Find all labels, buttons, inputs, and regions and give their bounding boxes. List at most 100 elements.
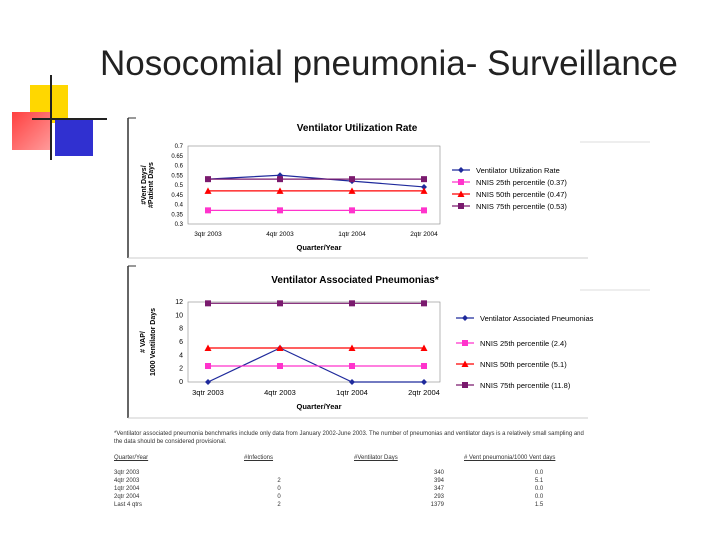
- chart-title: Ventilator Utilization Rate: [297, 123, 418, 134]
- y-axis-label: #Vent Days/: [141, 165, 148, 204]
- x-tick-label: 1qtr 2004: [336, 388, 368, 397]
- plot-area: [187, 145, 441, 225]
- x-axis-label: Quarter/Year: [296, 402, 341, 411]
- y-tick-label: 0.45: [171, 193, 183, 199]
- chart-footnote: *Ventilator associated pneumonia benchma…: [114, 431, 584, 445]
- table-header-row: Quarter/Year #Infections #Ventilator Day…: [114, 455, 584, 469]
- data-point: [349, 379, 355, 385]
- y-tick-label: 0.35: [171, 212, 183, 218]
- legend-label: NNIS 75th percentile (11.8): [480, 381, 571, 390]
- legend-label: NNIS 25th percentile (0.37): [476, 178, 567, 187]
- table-cell: 2: [277, 502, 281, 508]
- data-point: [276, 344, 284, 351]
- data-point: [421, 379, 427, 385]
- y-tick-label: 12: [175, 299, 183, 306]
- y-axis-label: 1000 Ventilator Days: [150, 308, 157, 376]
- legend-label: NNIS 50th percentile (0.47): [476, 190, 567, 199]
- data-point: [349, 363, 355, 369]
- data-point: [205, 363, 211, 369]
- x-tick-label: 2qtr 2004: [410, 231, 438, 238]
- data-point: [205, 379, 211, 385]
- y-tick-label: 6: [179, 339, 183, 346]
- legend-marker: [462, 340, 468, 346]
- table-header-cell: Quarter/Year: [114, 455, 149, 461]
- y-tick-label: 0.5: [175, 183, 184, 189]
- table-header-cell: #Ventilator Days: [354, 455, 398, 461]
- table-cell: 0.0: [534, 494, 544, 500]
- legend-marker: [461, 360, 469, 367]
- table-cell: 0.0: [534, 470, 544, 476]
- table-cell: 0.0: [534, 486, 544, 492]
- y-axis-label: # VAP/: [140, 331, 147, 353]
- decor-horizontal-line: [32, 118, 107, 120]
- legend-marker: [462, 382, 468, 388]
- data-point: [204, 344, 212, 351]
- table-cell: 2qtr 2004: [114, 494, 140, 500]
- x-tick-label: 2qtr 2004: [408, 388, 440, 397]
- data-point: [421, 300, 427, 307]
- decor-vertical-line: [50, 75, 52, 160]
- x-tick-label: 3qtr 2003: [194, 231, 222, 238]
- table-row: 3qtr 2003 340 0.0: [114, 469, 584, 477]
- y-tick-label: 0.6: [175, 164, 184, 170]
- table-header-cell: #Infections: [244, 455, 274, 461]
- series-line: [207, 347, 424, 383]
- legend-label: NNIS 75th percentile (0.53): [476, 202, 567, 211]
- x-tick-label: 4qtr 2003: [264, 388, 296, 397]
- table-cell: 5.1: [534, 478, 544, 484]
- y-tick-label: 0: [179, 379, 183, 386]
- table-row: 2qtr 2004 0 293 0.0: [114, 493, 584, 501]
- table-row: Last 4 qtrs 2 1379 1.5: [114, 501, 584, 509]
- legend-marker: [458, 167, 464, 173]
- table-cell: 2: [277, 478, 281, 484]
- data-point: [277, 363, 283, 369]
- x-tick-label: 3qtr 2003: [192, 388, 224, 397]
- legend-label: NNIS 25th percentile (2.4): [480, 339, 567, 348]
- table-cell: 1.5: [534, 502, 544, 508]
- legend-label: Ventilator Associated Pneumonias: [480, 314, 594, 323]
- decor-blue-square: [55, 118, 93, 156]
- data-point: [205, 207, 211, 214]
- table-cell: 1qtr 2004: [114, 486, 140, 492]
- table-cell: 0: [277, 494, 281, 500]
- data-point: [349, 300, 355, 307]
- legend-label: NNIS 50th percentile (5.1): [480, 360, 567, 369]
- legend-marker: [457, 190, 465, 197]
- table-cell: 0: [277, 486, 281, 492]
- table-cell: 1379: [430, 502, 444, 508]
- table-cell: 3qtr 2003: [114, 470, 140, 476]
- legend-label: Ventilator Utilization Rate: [476, 166, 560, 175]
- data-point: [421, 183, 427, 190]
- data-point: [421, 207, 427, 214]
- y-tick-label: 0.65: [171, 154, 183, 160]
- table-cell: 4qtr 2003: [114, 478, 140, 484]
- legend-marker: [458, 179, 464, 185]
- y-tick-label: 0.55: [171, 173, 183, 179]
- data-point: [421, 363, 427, 369]
- table-cell: 340: [433, 470, 444, 476]
- legend-marker: [458, 203, 464, 209]
- data-point: [349, 176, 355, 183]
- page-title: Nosocomial pneumonia- Surveillance: [100, 44, 678, 83]
- x-axis-label: Quarter/Year: [296, 243, 341, 252]
- table-row: 1qtr 2004 0 347 0.0: [114, 485, 584, 493]
- table-cell: 394: [433, 478, 444, 484]
- table-row: 4qtr 2003 2 394 5.1: [114, 477, 584, 485]
- x-tick-label: 4qtr 2003: [266, 231, 294, 238]
- data-point: [420, 344, 428, 351]
- data-point: [420, 187, 428, 194]
- table-cell: [244, 469, 354, 477]
- table-header-cell: # Vent pneumonia/1000 Vent days: [464, 455, 556, 461]
- data-point: [277, 207, 283, 214]
- data-point: [349, 207, 355, 214]
- y-tick-label: 0.4: [175, 203, 184, 209]
- y-tick-label: 8: [179, 326, 183, 333]
- data-point: [204, 187, 212, 194]
- x-tick-label: 1qtr 2004: [338, 231, 366, 238]
- vap-data-table: Quarter/Year #Infections #Ventilator Day…: [114, 455, 584, 509]
- data-point: [421, 176, 427, 183]
- table-cell: 347: [433, 486, 444, 492]
- y-tick-label: 2: [179, 366, 183, 373]
- table-cell: Last 4 qtrs: [114, 502, 143, 508]
